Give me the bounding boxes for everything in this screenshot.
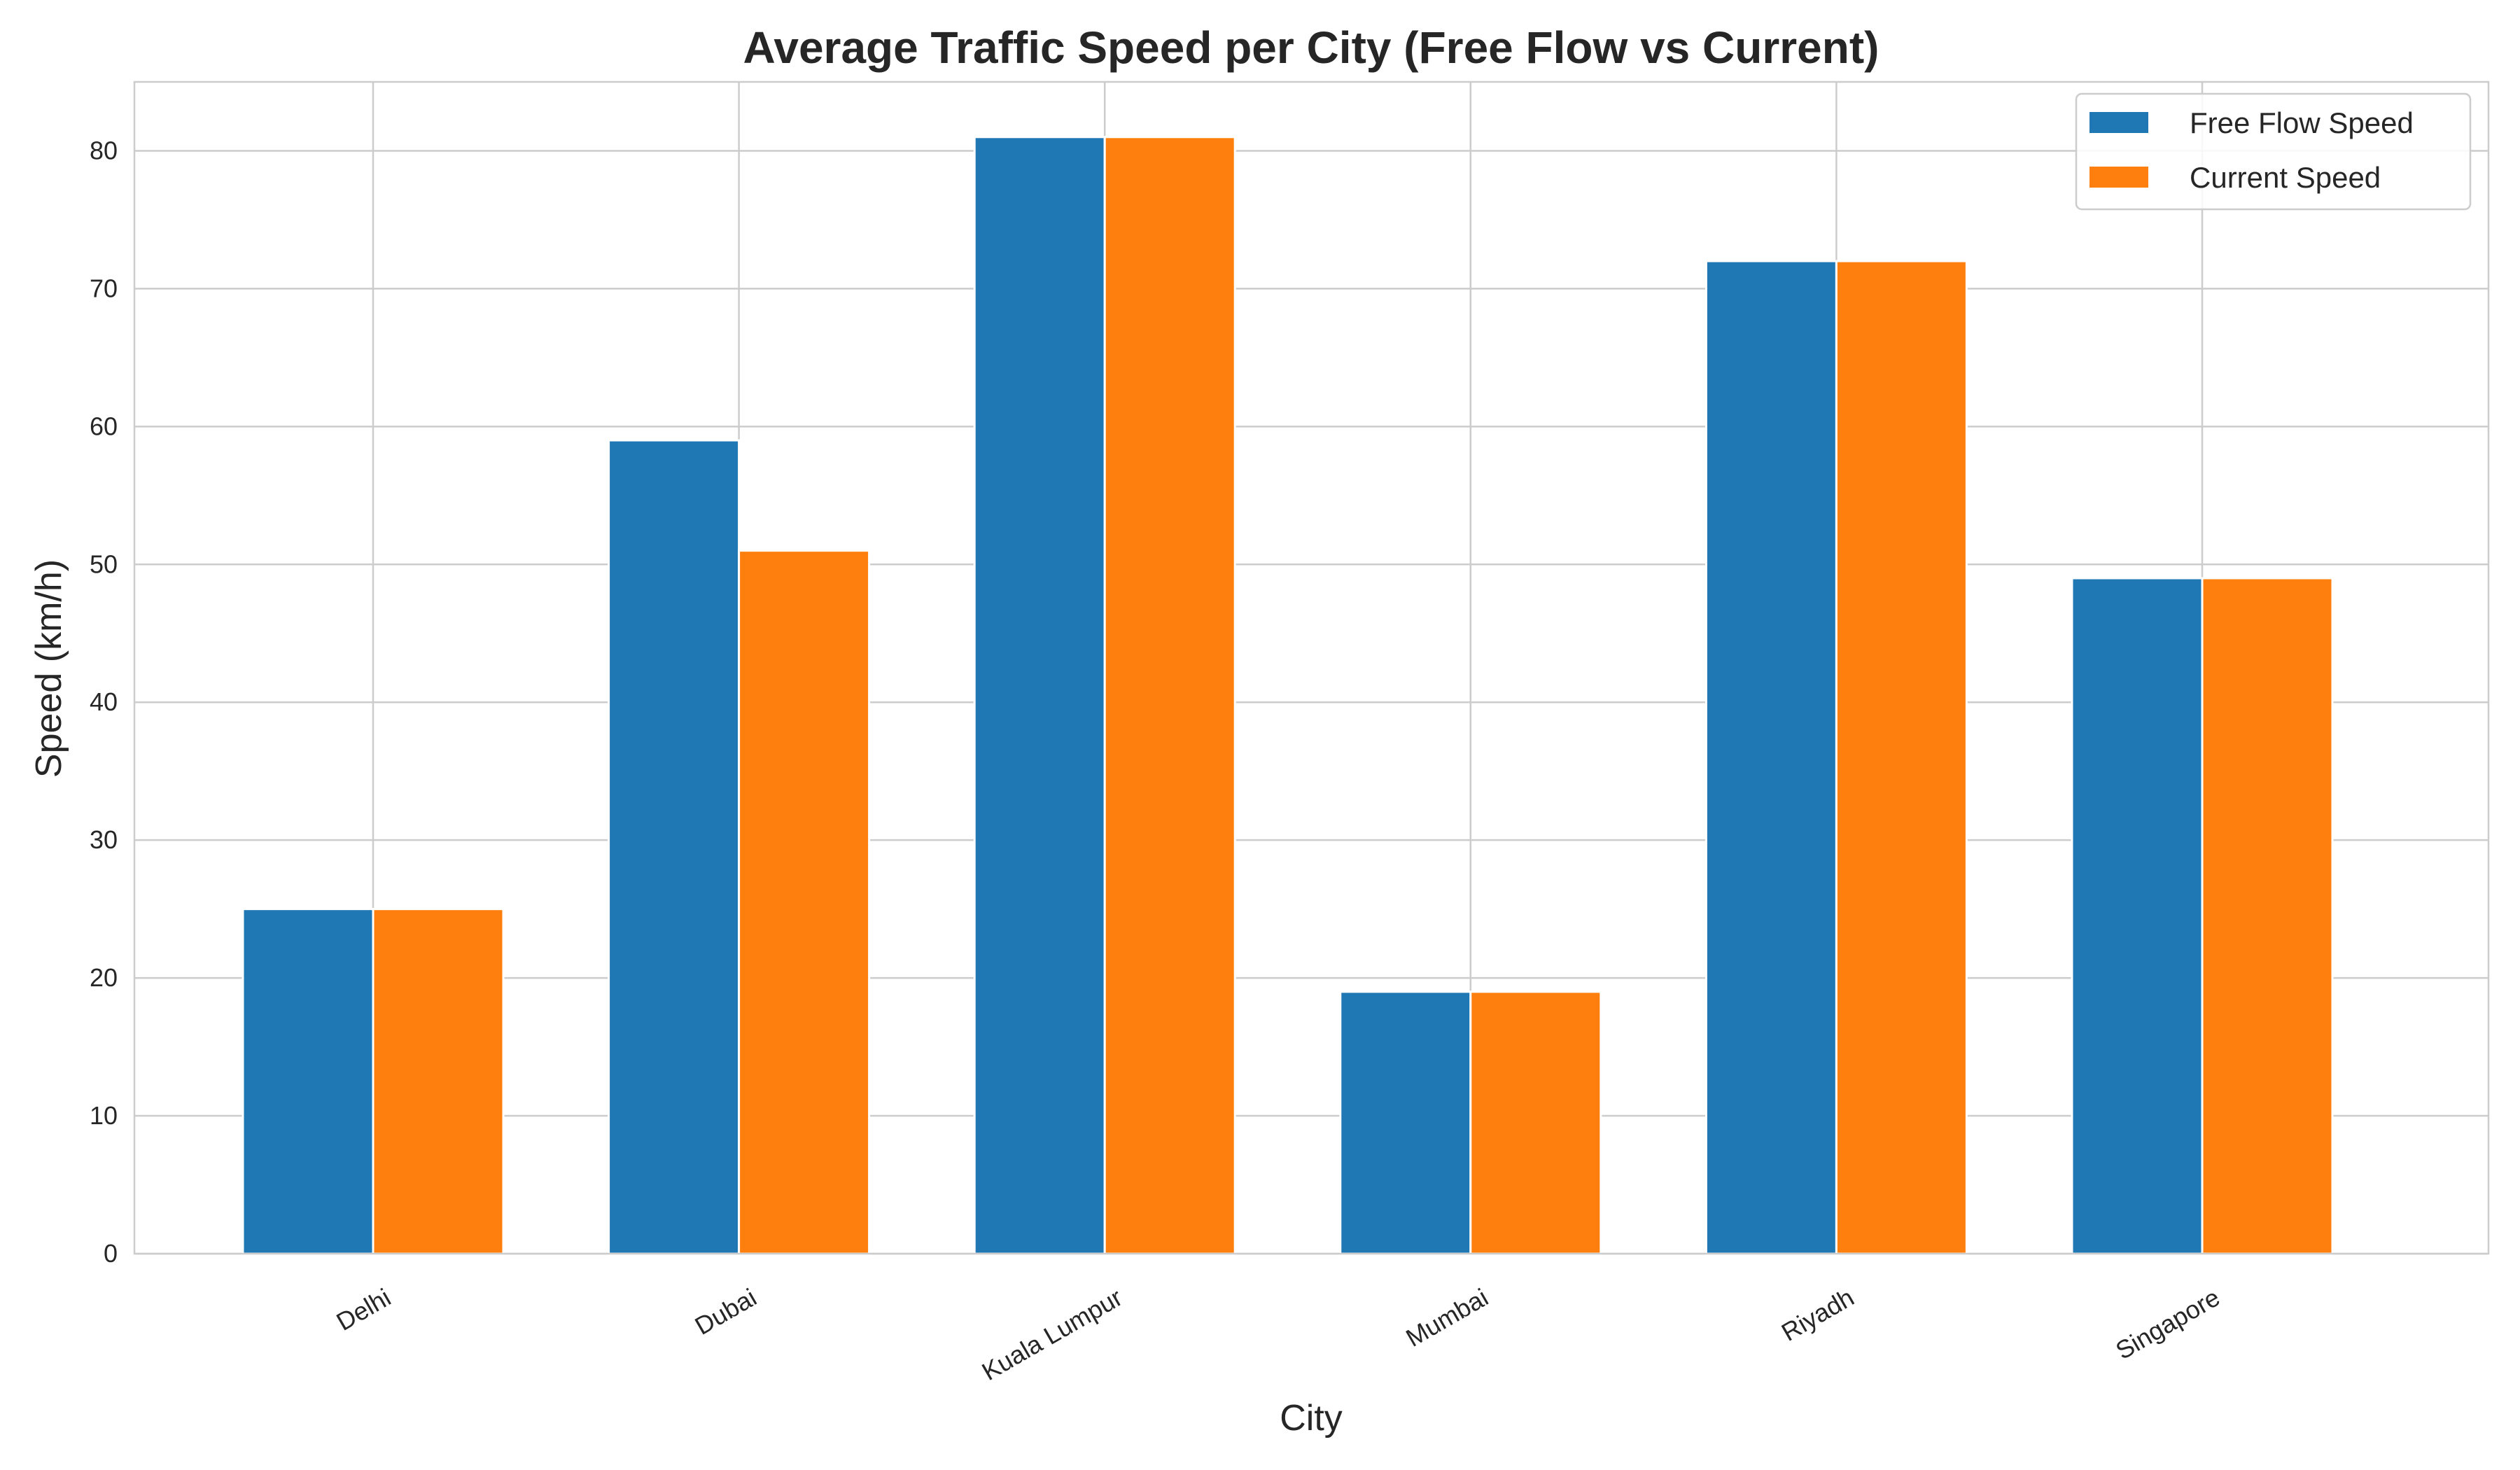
y-tick-label: 10 <box>90 1101 118 1130</box>
y-tick-label: 80 <box>90 136 118 164</box>
y-tick-label: 0 <box>104 1239 118 1268</box>
y-tick-label: 20 <box>90 963 118 992</box>
y-axis-label: Speed (km/h) <box>29 559 69 778</box>
bar-current-singapore <box>2201 577 2334 1255</box>
y-tick-label: 70 <box>90 274 118 302</box>
bar-current-kuala-lumpur <box>1103 136 1236 1255</box>
bar-free-flow-dubai <box>608 439 741 1255</box>
bar-current-riyadh <box>1835 260 1968 1255</box>
y-ticks: 0 10 20 30 40 50 60 70 80 <box>90 136 118 1268</box>
legend: Free Flow Speed Current Speed <box>2075 92 2472 211</box>
plot-frame <box>133 80 2490 1255</box>
legend-swatch-current <box>2090 167 2148 188</box>
legend-frame <box>2075 92 2472 211</box>
y-tick-label: 40 <box>90 687 118 716</box>
y-tick-label: 60 <box>90 412 118 440</box>
y-tick-label: 50 <box>90 550 118 578</box>
bar-current-delhi <box>372 908 505 1255</box>
bar-current-mumbai <box>1469 990 1602 1255</box>
bar-current-dubai <box>738 550 871 1255</box>
legend-swatch-free-flow <box>2090 112 2148 133</box>
legend-label-free-flow: Free Flow Speed <box>2190 106 2414 139</box>
bar-free-flow-delhi <box>241 908 374 1255</box>
x-axis-label: City <box>1280 1398 1343 1438</box>
bar-free-flow-riyadh <box>1704 260 1837 1255</box>
legend-label-current: Current Speed <box>2190 161 2381 194</box>
bar-free-flow-kuala-lumpur <box>973 136 1106 1255</box>
bar-free-flow-singapore <box>2071 577 2204 1255</box>
y-tick-label: 30 <box>90 825 118 854</box>
bars-layer <box>241 136 2334 1255</box>
bar-free-flow-mumbai <box>1339 990 1472 1255</box>
chart-title: Average Traffic Speed per City (Free Flo… <box>743 22 1879 73</box>
